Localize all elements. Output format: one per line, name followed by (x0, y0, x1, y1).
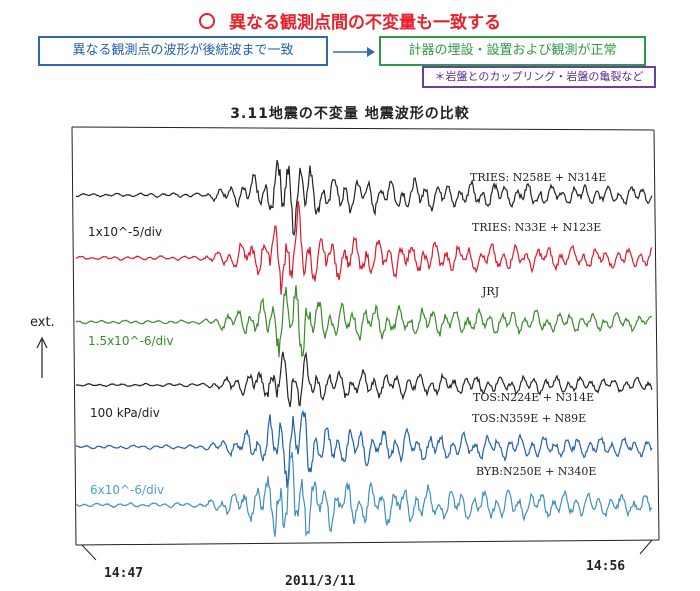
scale-label-2: 100 kPa/div (90, 406, 160, 420)
frame-left (71, 126, 77, 546)
note-box: ＊岩盤とのカップリング・岩盤の亀裂など (422, 66, 656, 88)
series-line-5 (75, 451, 653, 537)
observation-box: 異なる観測点の波形が後続波まで一致 (38, 36, 328, 66)
scale-label-3: 6x10^-6/div (90, 483, 164, 497)
headline-text: 異なる観測点間の不変量も一致する (229, 13, 501, 33)
y-axis-label: ext. (30, 315, 55, 330)
date-label: 2011/3/11 (285, 574, 356, 589)
series-label-1: TRIES: N33E + N123E (472, 221, 601, 234)
frame-top (71, 126, 655, 131)
up-arrow-icon (36, 336, 48, 378)
series-line-4 (75, 409, 653, 488)
series-label-5: BYB:N250E + N340E (476, 465, 596, 478)
x-end-marker (639, 539, 653, 555)
circle-icon (199, 13, 215, 29)
series-line-1 (75, 200, 653, 295)
series-label-3: TOS:N224E + N314E (473, 391, 594, 404)
series-label-0: TRIES: N258E + N314E (470, 171, 606, 184)
series-line-3 (75, 351, 653, 408)
series-line-0 (75, 160, 653, 237)
series-label-2: JRJ (481, 285, 499, 298)
series-label-4: TOS:N359E + N89E (472, 412, 586, 425)
frame-bottom (75, 539, 660, 546)
frame-right (653, 129, 660, 541)
x-start-label: 14:47 (104, 566, 143, 581)
x-end-label: 14:56 (586, 559, 625, 574)
chart-title: 3.11地震の不変量 地震波形の比較 (230, 106, 470, 122)
series-line-2 (75, 285, 653, 358)
right-arrow-icon (333, 47, 375, 57)
conclusion-box: 計器の埋設・設置および観測が正常 (379, 36, 646, 66)
scale-label-0: 1x10^-5/div (88, 225, 162, 239)
x-start-marker (81, 544, 97, 561)
headline: 異なる観測点間の不変量も一致する (0, 8, 700, 33)
scale-label-1: 1.5x10^-6/div (88, 334, 174, 348)
